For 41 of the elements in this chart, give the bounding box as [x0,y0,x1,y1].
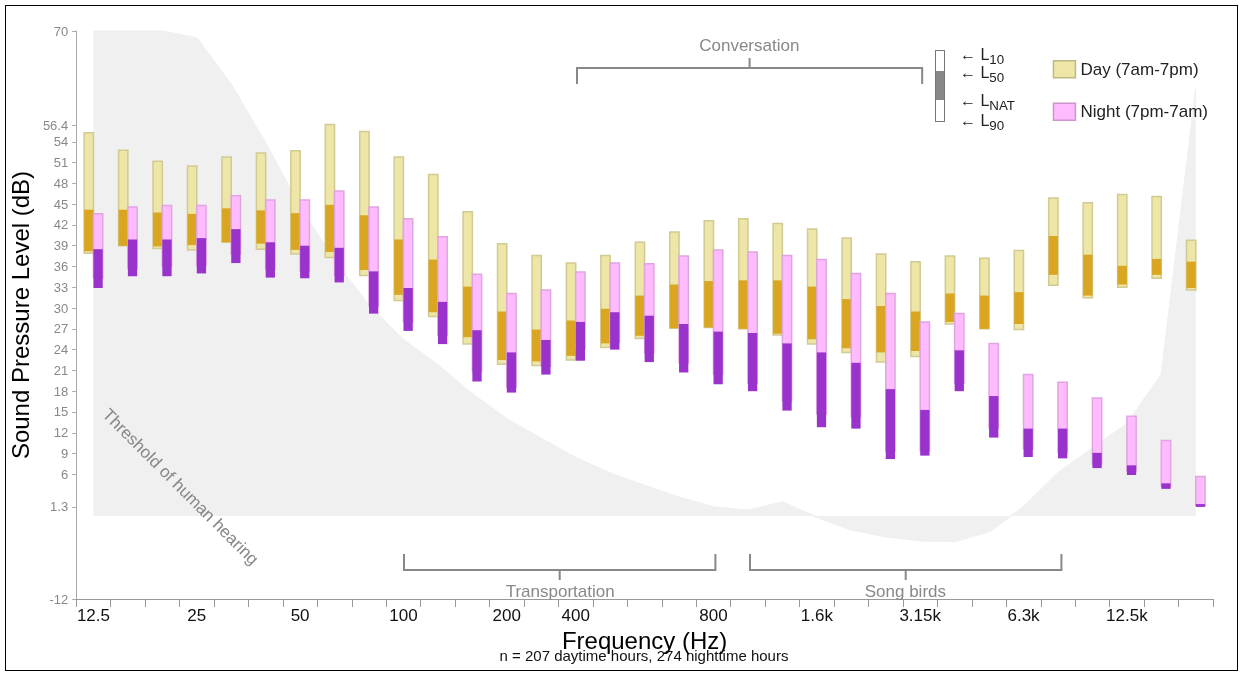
x-tick-label: 1.6k [800,606,834,625]
y-tick-label: 27 [53,321,69,337]
x-tick-label: 3.15k [899,606,942,625]
y-tick-label: 9 [60,446,69,462]
y-tick-label: 54 [53,134,69,150]
x-tick-label: 12.5 [76,606,110,625]
y-tick-label: 56.4 [42,117,69,133]
x-tick-label: 25 [187,606,207,625]
y-tick-label: 24 [53,342,69,358]
y-tick-label: 6 [60,466,69,482]
annotation: ← L$_{NAT}$ [960,92,1016,114]
x-tick-label: 6.3k [1007,606,1041,625]
y-tick-label: 30 [53,300,69,316]
y-tick-label: 21 [53,362,69,378]
y-tick-label: -12 [49,591,69,607]
y-tick-label: 33 [53,279,69,295]
annotation: Conversation [698,36,801,56]
annotation: Transportation [504,582,616,602]
annotation: Song birds [863,582,947,602]
x-tick-label: 12.5k [1106,606,1149,625]
legend-label: Day (7am-7pm) [1080,59,1199,79]
y-tick-label: 48 [53,175,69,191]
y-tick-label: 12 [53,425,69,441]
y-tick-label: 18 [53,383,69,399]
y-tick-label: 15 [53,404,69,420]
annotation: ← L$_{90}$ [960,112,1005,136]
legend-label: Night (7pm-7am) [1080,102,1209,122]
annotation: ← L$_{50}$ [960,64,1005,88]
y-tick-label: 39 [53,238,69,254]
y-tick-label: 51 [53,155,69,171]
x-tick-label: 50 [290,606,310,625]
y-tick-label: 1.3 [50,499,69,515]
y-tick-label: 45 [53,196,69,212]
x-tick-label: 400 [561,606,590,625]
y-tick-label: 36 [53,259,69,275]
x-tick-label: 200 [492,606,521,625]
y-tick-label: 42 [53,217,69,233]
y-tick-label: 70 [53,23,69,39]
x-tick-label: 800 [699,606,728,625]
y-axis-title: Sound Pressure Level (dB) [6,170,34,460]
x-tick-label: 100 [389,606,418,625]
